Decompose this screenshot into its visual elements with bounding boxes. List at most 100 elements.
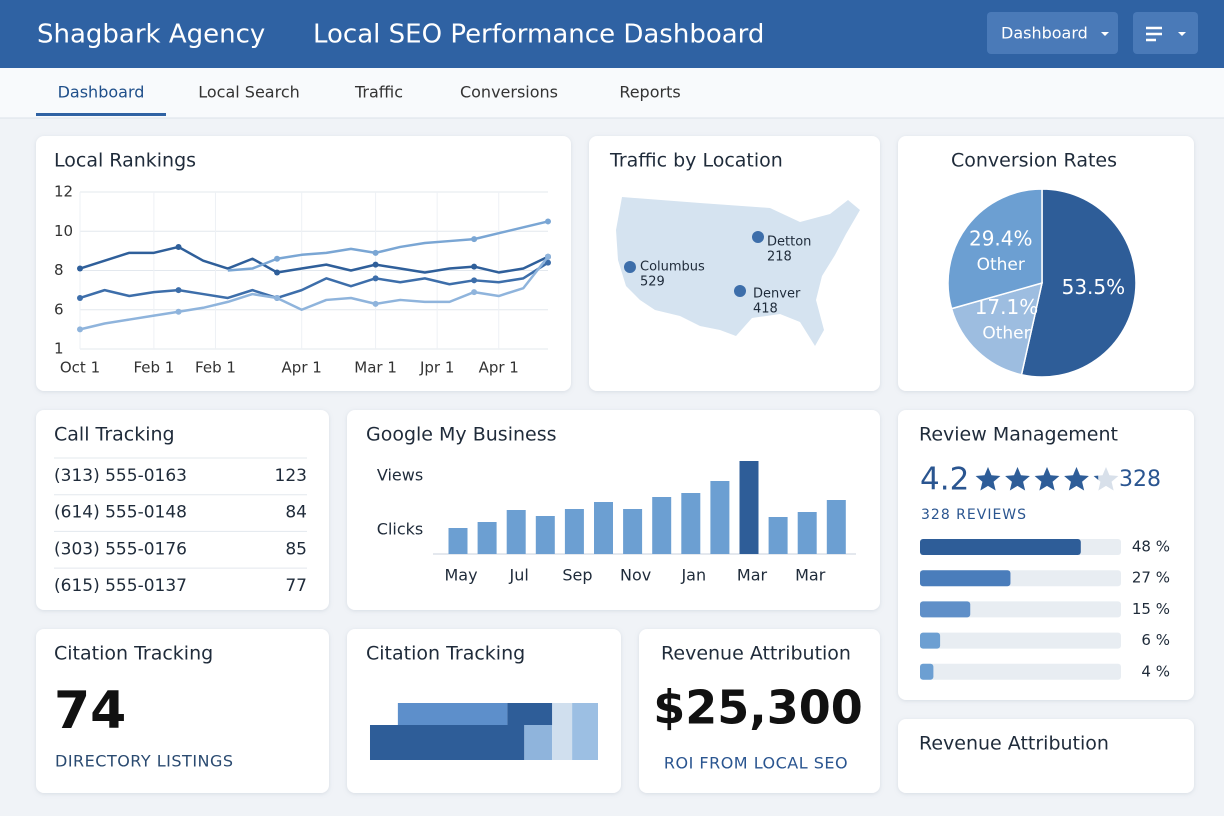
star-empty (1093, 467, 1119, 491)
bar (564, 509, 584, 554)
caret (1178, 32, 1186, 36)
stacked-segment (397, 703, 508, 725)
view-button[interactable] (987, 12, 1118, 54)
line-point (471, 263, 478, 270)
kpi-value: 74 (54, 681, 126, 741)
us-map (616, 197, 860, 346)
kpi-caption: DIRECTORY LISTINGS (55, 752, 234, 771)
card-title: Revenue Attribution (919, 733, 1109, 755)
location-value: 418 (753, 302, 778, 317)
x-tick-label: Mar (795, 566, 826, 585)
bar (681, 493, 701, 554)
pie-slice (950, 281, 1044, 376)
nav-tab[interactable]: Reports (619, 83, 680, 102)
pie-value-label: 53.5% (1062, 275, 1126, 299)
location-marker (752, 231, 764, 243)
rating-bar (920, 663, 934, 680)
pie-slice (1020, 188, 1137, 378)
phone-number: (303) 555-0176 (54, 539, 187, 559)
review-caption: 328 REVIEWS (921, 507, 1027, 523)
menu-button[interactable] (1133, 12, 1198, 54)
x-tick-label: Oct 1 (60, 359, 100, 377)
line-point (175, 243, 182, 250)
call-count: 85 (285, 539, 307, 559)
revenue-caption: ROI FROM LOCAL SEO (664, 754, 848, 773)
nav-tab[interactable]: Traffic (354, 83, 403, 102)
star-filled (1034, 467, 1060, 491)
bar (448, 528, 468, 554)
rating-bar-label: 4 % (1141, 662, 1170, 680)
card (36, 629, 329, 793)
pie-slice (947, 188, 1043, 310)
line-point (545, 259, 551, 266)
y-tick-label: 10 (54, 222, 73, 240)
stacked-segment (552, 725, 573, 760)
y-tick-label: 8 (54, 261, 64, 279)
line-point (545, 253, 551, 260)
pie-label: Other (977, 255, 1025, 275)
card (639, 629, 880, 793)
call-count: 84 (285, 503, 307, 523)
bar (477, 522, 497, 554)
y-tick-label: 12 (54, 183, 73, 201)
bar-track (920, 632, 1121, 649)
line-series (79, 255, 549, 331)
bar (623, 509, 643, 554)
menu-icon (1146, 26, 1162, 42)
card (347, 410, 880, 610)
location-value: 529 (640, 275, 665, 290)
location-name: Denver (753, 287, 801, 302)
x-tick-label: Jan (680, 566, 706, 585)
bar-track (920, 663, 1121, 680)
stacked-segment (552, 703, 573, 725)
phone-number: (615) 555-0137 (54, 576, 187, 596)
x-tick-label: Jul (509, 566, 529, 585)
card-title: Traffic by Location (609, 150, 783, 172)
line-point (471, 236, 478, 243)
line-point (77, 265, 83, 272)
line-point (471, 277, 478, 284)
axis-label: Clicks (377, 520, 423, 539)
rating-bar-label: 6 % (1141, 631, 1170, 649)
line-point (372, 275, 379, 282)
star-filled (975, 467, 1001, 491)
x-tick-label: May (444, 566, 477, 585)
bar (739, 461, 759, 554)
pie-value-label: 29.4% (969, 226, 1033, 250)
card-title: Local Rankings (54, 150, 196, 172)
line-series (79, 245, 549, 274)
view-button-label[interactable]: Dashboard (1001, 24, 1088, 43)
stacked-segment (369, 725, 525, 760)
nav-bar (0, 68, 1224, 118)
nav-tab[interactable]: Local Search (198, 83, 300, 102)
x-tick-label: Feb 1 (133, 359, 174, 377)
stacked-segment (507, 703, 553, 725)
star-filled (1064, 467, 1089, 491)
card-title: Review Management (919, 424, 1118, 446)
caret (1101, 32, 1109, 36)
card (898, 719, 1194, 793)
location-marker (624, 261, 636, 273)
location-name: Detton (767, 235, 811, 250)
rating-bar (920, 632, 941, 649)
line-point (372, 249, 379, 256)
card-title: Revenue Attribution (661, 643, 851, 665)
line-series (79, 261, 549, 300)
bar (710, 481, 730, 554)
stacked-segment (524, 725, 553, 760)
x-tick-label: Nov (620, 566, 651, 585)
call-count: 123 (275, 466, 307, 486)
nav-tab[interactable]: Dashboard (58, 83, 145, 102)
call-count: 77 (285, 576, 307, 596)
location-name: Columbus (640, 260, 705, 275)
line-point (77, 326, 83, 333)
line-point (274, 255, 281, 262)
revenue-value: $25,300 (653, 681, 863, 735)
x-tick-label: Apr 1 (282, 359, 322, 377)
card-title: Google My Business (366, 424, 557, 446)
brand: Shagbark Agency (37, 20, 265, 50)
line-point (471, 289, 478, 296)
nav-tab[interactable]: Conversions (460, 83, 558, 102)
rating-bar-label: 15 % (1132, 600, 1170, 618)
